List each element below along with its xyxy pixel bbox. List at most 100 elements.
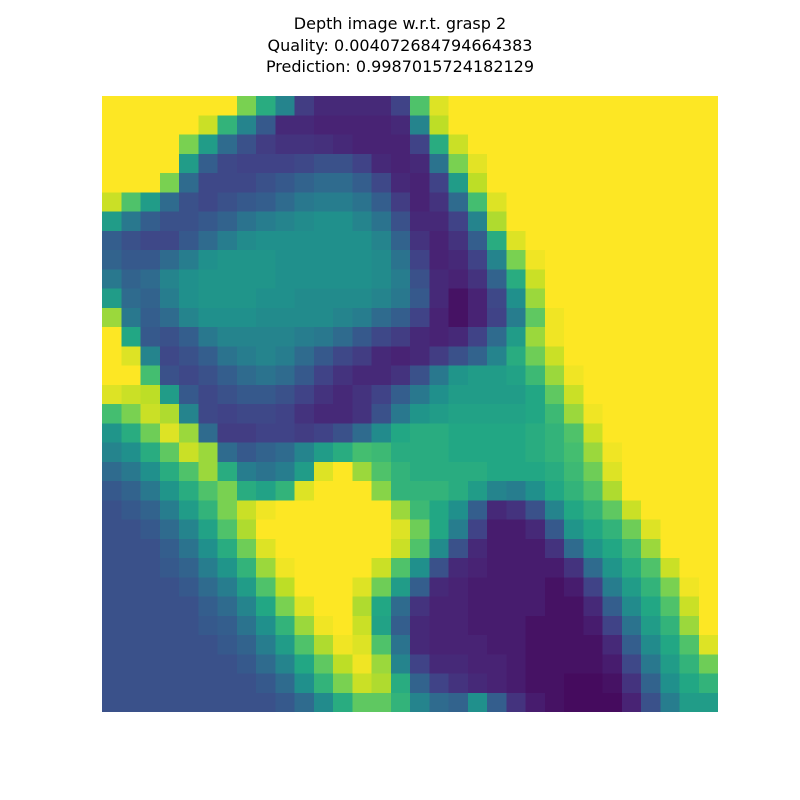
heatmap-cell [564, 596, 584, 617]
heatmap-cell [698, 346, 718, 366]
heatmap-cell [487, 211, 507, 232]
heatmap-cell [333, 153, 353, 174]
heatmap-cell [294, 384, 315, 405]
heatmap-cell [544, 96, 565, 116]
heatmap-cell [410, 615, 430, 636]
heatmap-cell [256, 211, 276, 232]
heatmap-cell [371, 346, 392, 366]
heatmap-cell [294, 596, 315, 617]
heatmap-cell [217, 288, 238, 309]
heatmap-cell [583, 346, 603, 366]
heatmap-cell [121, 96, 141, 116]
heatmap-cell [621, 211, 642, 232]
heatmap-cell [333, 692, 353, 712]
heatmap-cell [564, 153, 584, 174]
heatmap-cell [236, 346, 257, 366]
heatmap-cell [487, 442, 507, 463]
heatmap-cell [352, 538, 372, 559]
heatmap-cell [583, 404, 603, 424]
heatmap-cell [198, 211, 218, 232]
heatmap-cell [275, 673, 295, 694]
heatmap-cell [371, 192, 392, 212]
heatmap-cell [429, 269, 449, 289]
heatmap-cell [448, 519, 469, 540]
heatmap-cell [102, 461, 122, 482]
heatmap-cell [602, 538, 623, 559]
heatmap-cell [621, 96, 642, 116]
heatmap-cell [179, 558, 199, 578]
heatmap-cell [121, 211, 141, 232]
heatmap-cell [583, 173, 603, 193]
heatmap-cell [236, 153, 257, 174]
heatmap-cell [275, 615, 295, 636]
heatmap-cell [602, 596, 623, 617]
heatmap-cell [390, 250, 411, 270]
heatmap-cell [602, 288, 623, 309]
heatmap-cell [352, 134, 372, 155]
heatmap-cell [583, 250, 603, 270]
heatmap-cell [236, 481, 257, 501]
heatmap-cell [641, 365, 661, 386]
heatmap-cell [236, 461, 257, 482]
heatmap-cell [544, 250, 565, 270]
heatmap-cell [467, 519, 488, 540]
heatmap-cell [679, 442, 700, 463]
heatmap-cell [429, 384, 449, 405]
heatmap-cell [525, 673, 546, 694]
heatmap-cell [217, 442, 238, 463]
heatmap-cell [506, 365, 526, 386]
heatmap-cell [602, 327, 623, 347]
heatmap-cell [467, 558, 488, 578]
heatmap-cell [467, 192, 488, 212]
heatmap-cell [313, 481, 334, 501]
heatmap-cell [410, 192, 430, 212]
heatmap-cell [564, 538, 584, 559]
heatmap-cell [467, 307, 488, 328]
heatmap-cell [525, 442, 546, 463]
heatmap-cell [371, 404, 392, 424]
heatmap-cell [159, 673, 180, 694]
heatmap-cell [256, 481, 276, 501]
heatmap-cell [467, 596, 488, 617]
heatmap-cell [313, 346, 334, 366]
heatmap-cell [159, 230, 180, 251]
heatmap-cell [487, 673, 507, 694]
heatmap-cell [544, 596, 565, 617]
heatmap-cell [698, 596, 718, 617]
heatmap-cell [179, 327, 199, 347]
heatmap-cell [102, 365, 122, 386]
heatmap-cell [410, 346, 430, 366]
heatmap-cell [294, 423, 315, 443]
heatmap-cell [525, 173, 546, 193]
heatmap-cell [352, 327, 372, 347]
heatmap-cell [333, 269, 353, 289]
heatmap-cell [159, 173, 180, 193]
heatmap-cell [467, 250, 488, 270]
heatmap-cell [602, 115, 623, 135]
heatmap-cell [544, 538, 565, 559]
heatmap-cell [525, 558, 546, 578]
heatmap-cell [294, 346, 315, 366]
heatmap-cell [544, 442, 565, 463]
heatmap-cell [313, 577, 334, 597]
heatmap-cell [544, 481, 565, 501]
heatmap-cell [179, 250, 199, 270]
heatmap-cell [121, 307, 141, 328]
heatmap-cell [198, 384, 218, 405]
heatmap-cell [679, 173, 700, 193]
heatmap-cell [179, 615, 199, 636]
heatmap-cell [102, 115, 122, 135]
heatmap-cell [641, 558, 661, 578]
heatmap-cell [467, 153, 488, 174]
heatmap-cell [390, 558, 411, 578]
heatmap-cell [390, 538, 411, 559]
heatmap-cell [621, 134, 642, 155]
heatmap-cell [390, 365, 411, 386]
heatmap-cell [102, 404, 122, 424]
heatmap-cell [621, 307, 642, 328]
heatmap-cell [583, 673, 603, 694]
heatmap-cell [467, 654, 488, 674]
heatmap-cell [159, 384, 180, 405]
heatmap-cell [121, 192, 141, 212]
heatmap-cell [544, 384, 565, 405]
